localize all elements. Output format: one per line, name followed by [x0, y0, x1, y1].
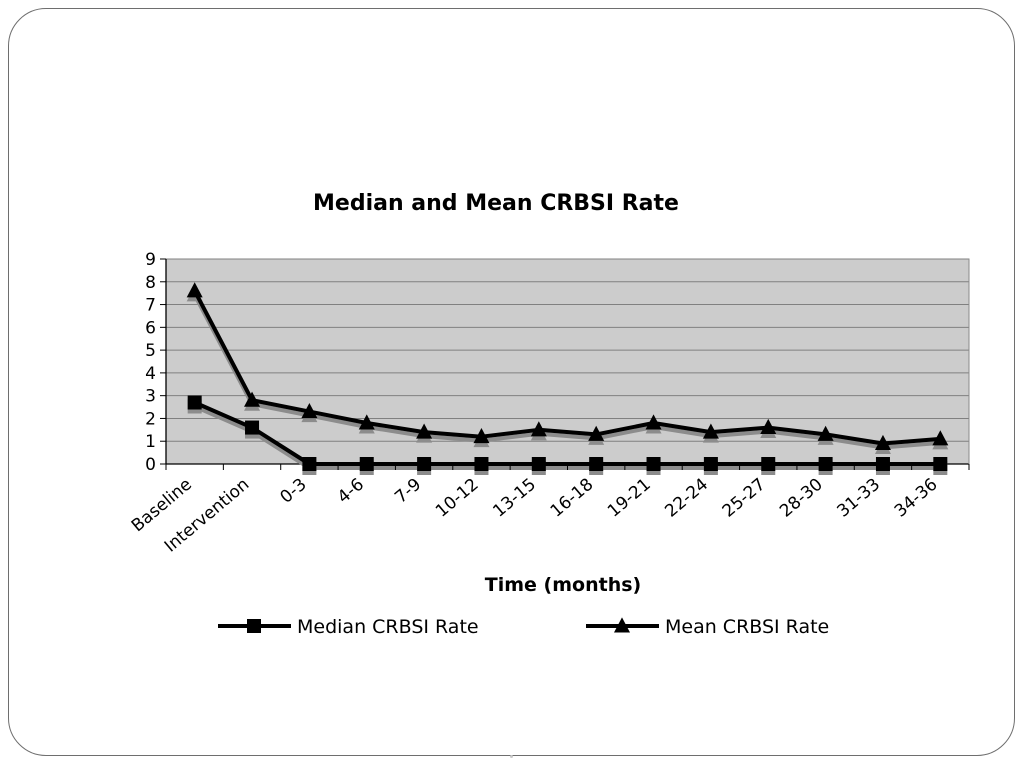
mean-data-point	[301, 402, 318, 419]
y-tick-label: 1	[145, 432, 156, 452]
median-data-point	[302, 457, 317, 471]
plot-background	[165, 258, 970, 465]
series-group	[186, 282, 949, 471]
median-data-point	[359, 457, 374, 471]
median-data-point	[818, 457, 833, 471]
mean-data-point	[874, 434, 891, 450]
x-tick-label: 0-3	[276, 475, 310, 508]
mean-data-point	[416, 423, 433, 439]
slide-dot	[510, 755, 513, 758]
mean-data-point	[186, 282, 203, 298]
median-data-point	[933, 457, 948, 471]
median-data-point	[245, 420, 260, 435]
x-tick-label: 25-27	[719, 475, 770, 522]
plot-area	[165, 258, 970, 465]
mean-data-point	[358, 414, 375, 430]
mean-data-point	[932, 430, 949, 446]
legend-triangle-marker	[614, 617, 630, 633]
mean-data-point	[817, 425, 834, 441]
median-data-point	[761, 457, 776, 471]
y-tick-label: 5	[145, 341, 156, 361]
y-tick-label: 0	[145, 455, 156, 475]
mean-data-point	[530, 421, 547, 437]
median-data-point	[875, 457, 890, 471]
x-tick-label: 7-9	[391, 475, 425, 508]
median-data-point	[646, 457, 661, 471]
median-data-point	[474, 457, 489, 471]
y-tick-label: 7	[145, 296, 156, 316]
legend-label-1: Mean CRBSI Rate	[665, 616, 829, 638]
x-tick-label: 31-33	[833, 475, 884, 522]
x-tick-label: 4-6	[334, 475, 368, 508]
x-tick-label: 34-36	[891, 475, 942, 522]
median-data-point	[417, 457, 432, 471]
series-line-1	[192, 289, 941, 446]
legend-square-marker	[247, 619, 261, 633]
mean-data-point	[244, 391, 261, 407]
median-data-point	[531, 457, 546, 471]
y-tick-label: 2	[145, 409, 156, 429]
mean-data-point	[760, 418, 777, 435]
mean-data-point	[473, 428, 490, 444]
y-tick-label: 9	[145, 250, 156, 270]
chart-title: Median and Mean CRBSI Rate	[313, 191, 679, 216]
y-tick-label: 3	[145, 387, 156, 407]
mean-data-point	[645, 414, 662, 430]
y-tick-label: 8	[145, 273, 156, 293]
x-tick-label: 22-24	[661, 475, 712, 522]
y-tick-label: 4	[145, 364, 156, 384]
series-shadow-line	[192, 293, 941, 450]
x-tick-label: 13-15	[489, 475, 540, 522]
y-tick-label: 6	[145, 318, 156, 338]
x-tick-label: 28-30	[776, 475, 827, 522]
median-data-point	[187, 395, 202, 410]
x-tick-label: 19-21	[604, 475, 655, 522]
median-data-point	[589, 457, 604, 471]
mean-data-point	[702, 423, 719, 439]
x-axis-title: Time (months)	[485, 574, 641, 596]
median-data-point	[703, 457, 718, 471]
mean-data-point	[588, 425, 605, 441]
x-tick-label: 16-18	[547, 475, 598, 522]
legend: Median CRBSI Rate Mean CRBSI Rate	[218, 616, 829, 638]
x-tick-label: 10-12	[432, 475, 483, 522]
legend-label-0: Median CRBSI Rate	[297, 616, 479, 638]
